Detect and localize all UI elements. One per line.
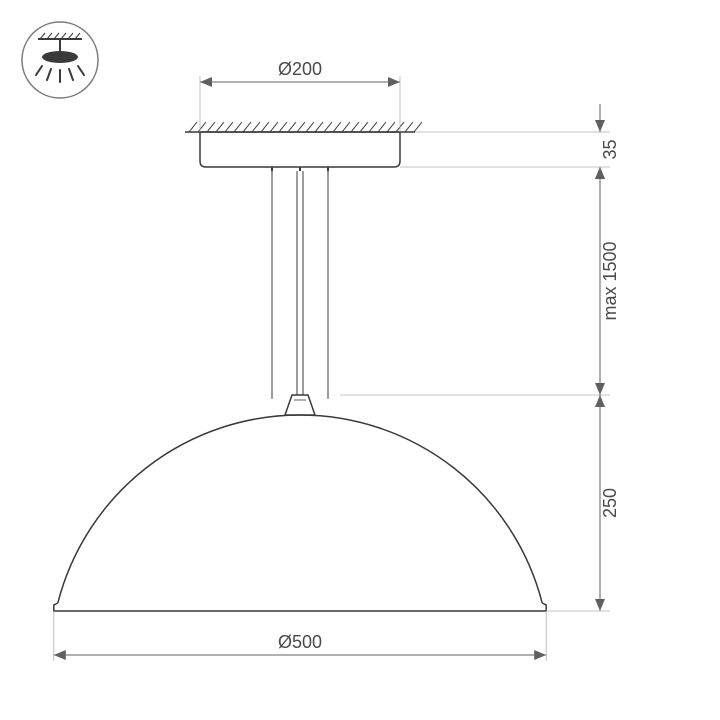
dim-cable-length-label: max 1500: [600, 241, 620, 320]
dim-shade-height-label: 250: [600, 488, 620, 518]
technical-drawing: Ø200 Ø500 35 max 1500 250: [0, 0, 720, 720]
suspension-cables: [272, 167, 328, 399]
dim-shade-height: 250: [600, 395, 620, 611]
dim-canopy-height: 35: [600, 104, 620, 195]
dim-canopy-height-label: 35: [600, 139, 620, 159]
pendant-lamp-icon: [22, 22, 98, 98]
canopy: [200, 132, 400, 167]
dim-shade-diameter-label: Ø500: [278, 632, 322, 652]
ceiling-hatch: [185, 122, 422, 132]
dome-shade: [54, 415, 546, 611]
dim-shade-diameter: Ø500: [54, 632, 546, 655]
dim-canopy-diameter-label: Ø200: [278, 59, 322, 79]
dim-canopy-diameter: Ø200: [200, 59, 400, 82]
dim-cable-length: max 1500: [600, 167, 620, 395]
cable-cap: [285, 395, 315, 415]
